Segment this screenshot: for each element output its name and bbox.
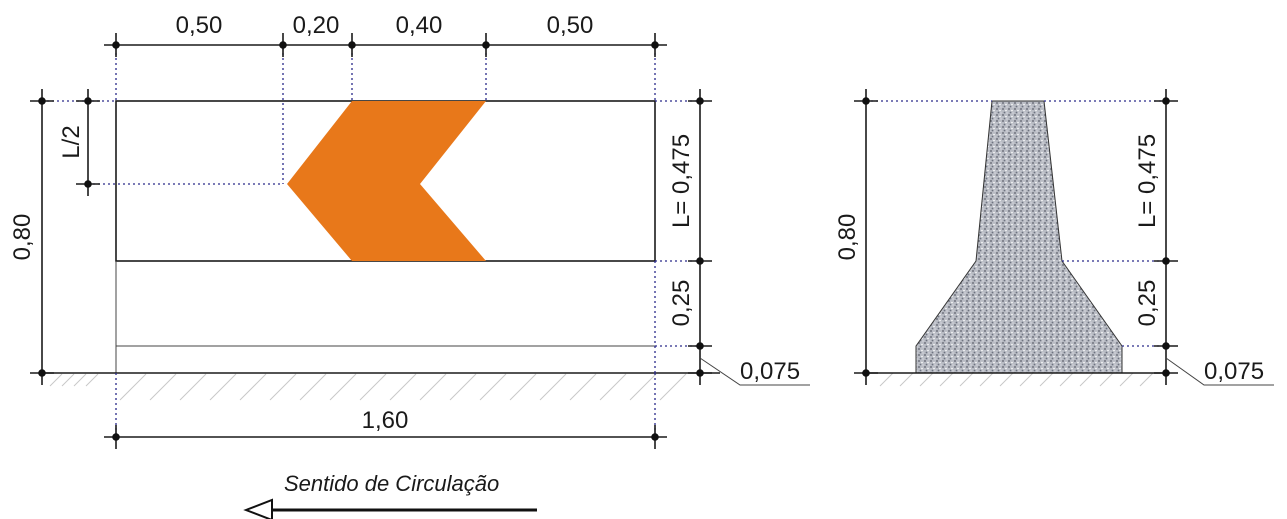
side-dim-right-mid: 0,25 <box>1134 280 1161 327</box>
dim-bottom-width: 1,60 <box>362 407 409 434</box>
dim-left-height: 0,80 <box>9 214 36 261</box>
ground-hatch-front <box>49 373 687 401</box>
dim-top-3: 0,50 <box>547 12 594 39</box>
direction-arrow-icon <box>243 498 273 519</box>
left-half-dimension <box>76 89 100 196</box>
side-dim-right-L: L= 0,475 <box>1134 134 1161 228</box>
side-dim-right-base: 0,075 <box>1204 358 1264 385</box>
dim-right-mid: 0,25 <box>668 280 695 327</box>
top-dimension-line <box>104 33 667 57</box>
direction-indicator: Sentido de Circulação <box>243 471 537 519</box>
dim-right-L: L= 0,475 <box>668 134 695 228</box>
front-view: 0,50 0,20 0,40 0,50 L/2 0,80 <box>9 12 810 449</box>
ground-hatch-side <box>879 372 1154 387</box>
dim-top-1: 0,20 <box>293 12 340 39</box>
orange-chevron <box>287 101 486 261</box>
left-height-dimension <box>30 89 54 385</box>
dim-right-base: 0,075 <box>740 358 800 385</box>
side-left-height-dimension <box>854 89 878 385</box>
barrier-profile <box>915 100 1123 374</box>
side-view: 0,80 L= 0,475 0,25 0,075 <box>834 89 1274 387</box>
right-dimension-line <box>688 89 810 386</box>
side-right-dimension-line <box>1154 89 1274 386</box>
side-dim-left-height: 0,80 <box>834 214 861 261</box>
dim-top-0: 0,50 <box>176 12 223 39</box>
dim-top-2: 0,40 <box>396 12 443 39</box>
bottom-dimension-line <box>104 425 667 449</box>
dim-left-half: L/2 <box>58 125 85 158</box>
direction-label: Sentido de Circulação <box>284 471 499 496</box>
